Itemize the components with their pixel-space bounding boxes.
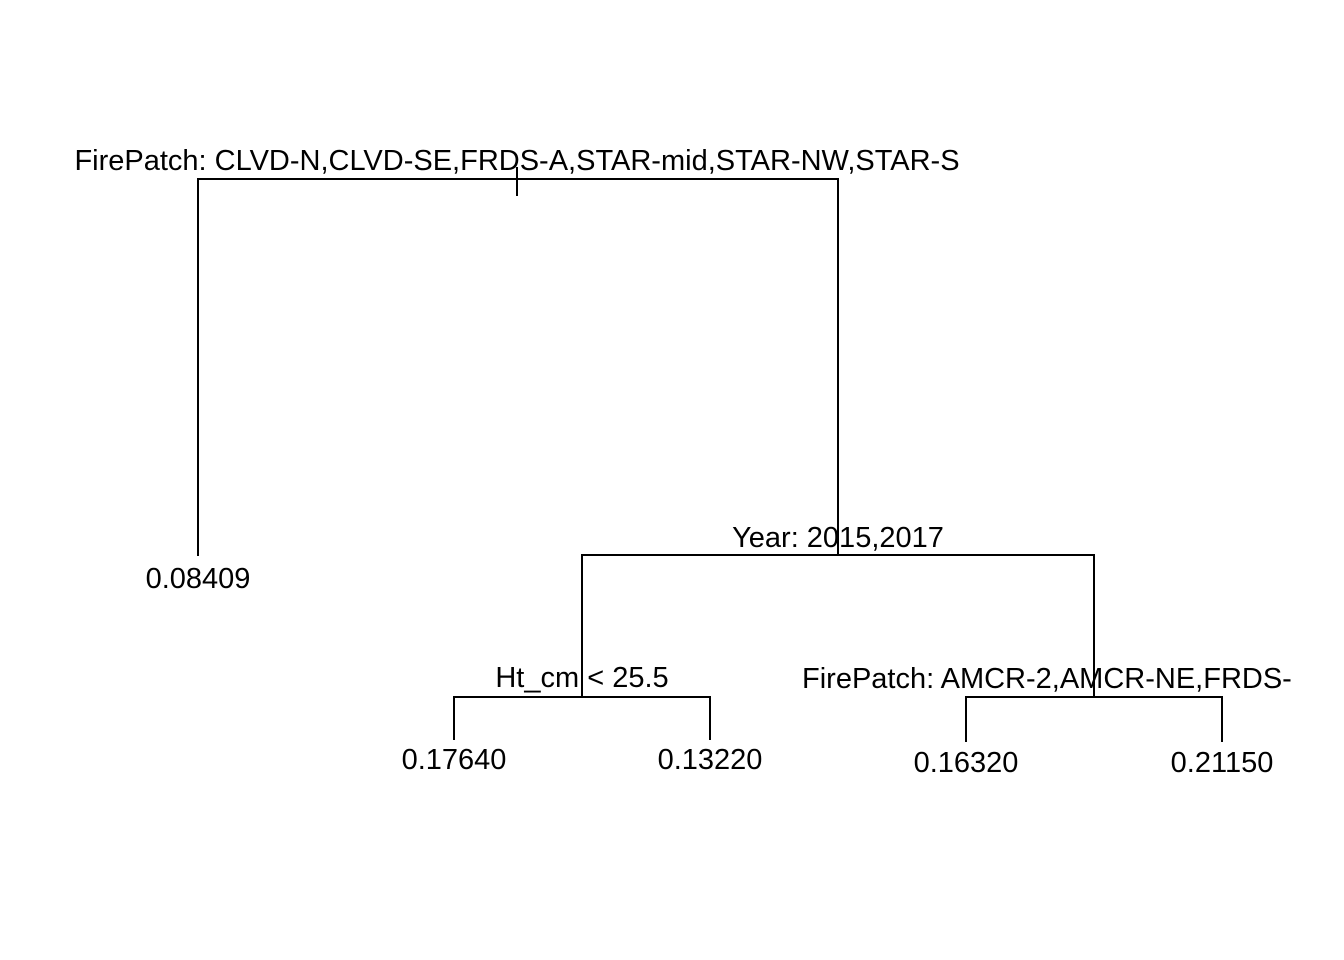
leaf-value-2: 0.17640	[402, 744, 507, 776]
leaf-value-4: 0.16320	[914, 747, 1019, 779]
leaf-value-1: 0.08409	[146, 563, 251, 595]
year-split-label: Year: 2015,2017	[732, 522, 944, 554]
leaf-value-5: 0.21150	[1171, 747, 1274, 779]
firepatch2-split-label: FirePatch: AMCR-2,AMCR-NE,FRDS-	[802, 663, 1292, 695]
leaf-value-3: 0.13220	[658, 744, 763, 776]
height-split-label: Ht_cm < 25.5	[495, 662, 668, 694]
root-split-label: FirePatch: CLVD-N,CLVD-SE,FRDS-A,STAR-mi…	[74, 145, 959, 177]
